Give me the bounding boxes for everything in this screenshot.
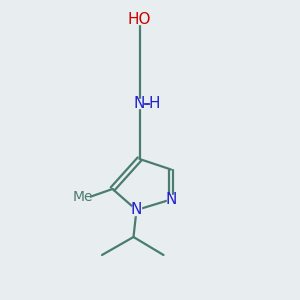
Bar <box>76 195 89 204</box>
Bar <box>132 206 141 214</box>
Text: HO: HO <box>128 12 151 27</box>
Text: N: N <box>165 192 177 207</box>
Bar <box>135 99 144 108</box>
Text: N: N <box>134 96 145 111</box>
Bar <box>167 195 175 204</box>
Text: H: H <box>149 96 160 111</box>
Text: N: N <box>131 202 142 217</box>
Text: Me: Me <box>72 190 93 204</box>
Bar <box>132 15 147 24</box>
